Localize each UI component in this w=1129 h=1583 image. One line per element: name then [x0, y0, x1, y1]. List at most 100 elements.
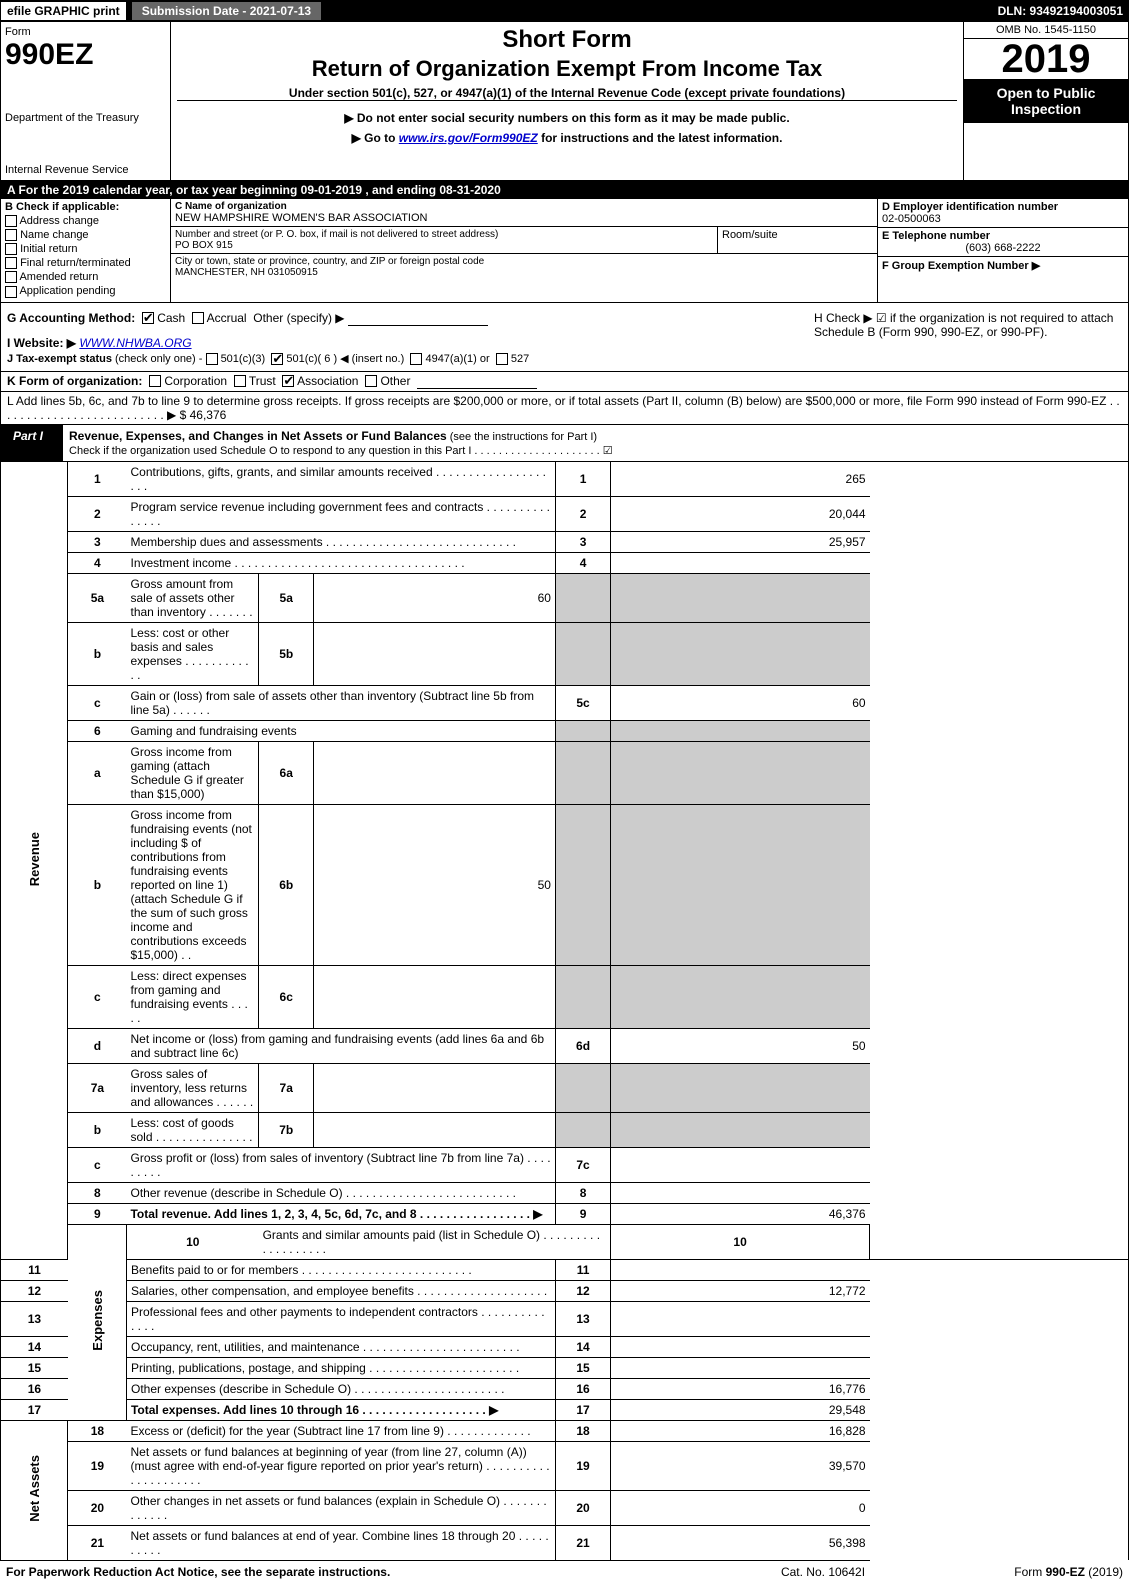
- table-row: 8 Other revenue (describe in Schedule O)…: [1, 1182, 1129, 1203]
- table-row: 11 Benefits paid to or for members . . .…: [1, 1259, 1129, 1280]
- d-ein-value: 02-0500063: [882, 213, 1124, 225]
- part1-sub: (see the instructions for Part I): [447, 431, 597, 443]
- line-7a-subamt: [314, 1063, 556, 1112]
- k-corp-checkbox[interactable]: [149, 375, 161, 387]
- expenses-vlabel: Expenses: [68, 1224, 127, 1420]
- part1-header: Part I Revenue, Expenses, and Changes in…: [0, 425, 1129, 462]
- table-row: 19 Net assets or fund balances at beginn…: [1, 1441, 1129, 1490]
- line-16-desc: Other expenses (describe in Schedule O) …: [126, 1378, 555, 1399]
- tax-year: 2019: [964, 39, 1128, 79]
- line-20-amt: 0: [611, 1490, 870, 1525]
- line-21-amt: 56,398: [611, 1525, 870, 1560]
- g-accrual-checkbox[interactable]: [192, 312, 204, 324]
- j-4947-checkbox[interactable]: [410, 353, 422, 365]
- form-number: 990EZ: [5, 38, 166, 72]
- l-gross-receipts: L Add lines 5b, 6c, and 7b to line 9 to …: [0, 392, 1129, 425]
- j-527-checkbox[interactable]: [496, 353, 508, 365]
- line-10-desc: Grants and similar amounts paid (list in…: [259, 1224, 611, 1259]
- revenue-vlabel: Revenue: [1, 462, 68, 1260]
- line-7c-amt: [611, 1147, 870, 1182]
- k-trust-checkbox[interactable]: [234, 375, 246, 387]
- table-row: 16 Other expenses (describe in Schedule …: [1, 1378, 1129, 1399]
- line-15-desc: Printing, publications, postage, and shi…: [126, 1357, 555, 1378]
- part1-table: Revenue 1 Contributions, gifts, grants, …: [0, 462, 1129, 1561]
- under-section-text: Under section 501(c), 527, or 4947(a)(1)…: [177, 86, 957, 101]
- g-cash-checkbox[interactable]: [142, 312, 154, 324]
- line-8-desc: Other revenue (describe in Schedule O) .…: [126, 1182, 555, 1203]
- b-name-change[interactable]: Name change: [5, 229, 166, 241]
- line-12-desc: Salaries, other compensation, and employ…: [126, 1280, 555, 1301]
- k-assoc-checkbox[interactable]: [282, 375, 294, 387]
- line-16-amt: 16,776: [611, 1378, 870, 1399]
- line-12-amt: 12,772: [611, 1280, 870, 1301]
- h-check: H Check ▶ ☑ if the organization is not r…: [808, 303, 1128, 371]
- table-row: 13 Professional fees and other payments …: [1, 1301, 1129, 1336]
- b-final-return[interactable]: Final return/terminated: [5, 257, 166, 269]
- line-6d-desc: Net income or (loss) from gaming and fun…: [126, 1028, 555, 1063]
- line-17-amt: 29,548: [611, 1399, 870, 1420]
- line-9-desc: Total revenue. Add lines 1, 2, 3, 4, 5c,…: [126, 1203, 555, 1224]
- goto-text: ▶ Go to www.irs.gov/Form990EZ for instru…: [177, 131, 957, 145]
- k-form-of-org: K Form of organization: Corporation Trus…: [0, 372, 1129, 392]
- line-14-amt: [611, 1336, 870, 1357]
- c-city-value: MANCHESTER, NH 031050915: [175, 267, 873, 278]
- part1-check: Check if the organization used Schedule …: [69, 445, 613, 457]
- line-21-desc: Net assets or fund balances at end of ye…: [126, 1525, 555, 1560]
- goto-post: for instructions and the latest informat…: [538, 131, 783, 145]
- short-form-title: Short Form: [177, 26, 957, 54]
- line-6a-desc: Gross income from gaming (attach Schedul…: [126, 741, 258, 804]
- c-label: C Name of organization: [175, 201, 873, 212]
- table-row: 20 Other changes in net assets or fund b…: [1, 1490, 1129, 1525]
- line-15-amt: [611, 1357, 870, 1378]
- line-10-amt: [870, 1224, 1129, 1259]
- website-link[interactable]: WWW.NHWBA.ORG: [79, 336, 191, 350]
- line-11-desc: Benefits paid to or for members . . . . …: [126, 1259, 555, 1280]
- efile-print-label[interactable]: efile GRAPHIC print: [0, 1, 127, 21]
- d-ein-label: D Employer identification number: [882, 201, 1124, 213]
- line-8-amt: [611, 1182, 870, 1203]
- form-word: Form: [5, 26, 166, 38]
- line-20-desc: Other changes in net assets or fund bala…: [126, 1490, 555, 1525]
- table-row: c Gross profit or (loss) from sales of i…: [1, 1147, 1129, 1182]
- j-501c-checkbox[interactable]: [271, 353, 283, 365]
- line-17-desc: Total expenses. Add lines 10 through 16 …: [126, 1399, 555, 1420]
- b-amended-return[interactable]: Amended return: [5, 271, 166, 283]
- line-2-desc: Program service revenue including govern…: [126, 496, 555, 531]
- form-ref: Form 990-EZ (2019): [923, 1565, 1123, 1579]
- table-row: 15 Printing, publications, postage, and …: [1, 1357, 1129, 1378]
- table-row: a Gross income from gaming (attach Sched…: [1, 741, 1129, 804]
- goto-link[interactable]: www.irs.gov/Form990EZ: [399, 131, 538, 145]
- line-5a-desc: Gross amount from sale of assets other t…: [126, 573, 258, 622]
- j-501c3-checkbox[interactable]: [206, 353, 218, 365]
- line-18-desc: Excess or (deficit) for the year (Subtra…: [126, 1420, 555, 1441]
- j-tax-exempt: J Tax-exempt status (check only one) - 5…: [7, 350, 802, 367]
- f-group-label: F Group Exemption Number ▶: [882, 259, 1124, 272]
- b-application-pending[interactable]: Application pending: [5, 285, 166, 297]
- table-row: 9 Total revenue. Add lines 1, 2, 3, 4, 5…: [1, 1203, 1129, 1224]
- c-city-label: City or town, state or province, country…: [175, 256, 873, 267]
- line-1-desc: Contributions, gifts, grants, and simila…: [126, 462, 555, 497]
- k-other-checkbox[interactable]: [365, 375, 377, 387]
- b-address-change[interactable]: Address change: [5, 215, 166, 227]
- form-header: Form 990EZ Department of the Treasury In…: [0, 22, 1129, 181]
- submission-date-label: Submission Date - 2021-07-13: [131, 1, 322, 21]
- paperwork-notice: For Paperwork Reduction Act Notice, see …: [6, 1565, 723, 1579]
- table-row: Revenue 1 Contributions, gifts, grants, …: [1, 462, 1129, 497]
- c-number-label: Number and street (or P. O. box, if mail…: [175, 229, 713, 240]
- line-11-amt: [611, 1259, 870, 1280]
- b-initial-return[interactable]: Initial return: [5, 243, 166, 255]
- line-7b-desc: Less: cost of goods sold . . . . . . . .…: [126, 1112, 258, 1147]
- bcd-block: B Check if applicable: Address change Na…: [0, 199, 1129, 303]
- table-row: b Gross income from fundraising events (…: [1, 804, 1129, 965]
- goto-pre: ▶ Go to: [352, 131, 399, 145]
- table-row: c Gain or (loss) from sale of assets oth…: [1, 685, 1129, 720]
- line-5c-amt: 60: [611, 685, 870, 720]
- catalog-number: Cat. No. 10642I: [723, 1565, 923, 1579]
- table-row: 3 Membership dues and assessments . . . …: [1, 531, 1129, 552]
- line-3-desc: Membership dues and assessments . . . . …: [126, 531, 555, 552]
- line-5b-subamt: [314, 622, 556, 685]
- table-row: d Net income or (loss) from gaming and f…: [1, 1028, 1129, 1063]
- line-6b-desc: Gross income from fundraising events (no…: [126, 804, 258, 965]
- table-row: b Less: cost of goods sold . . . . . . .…: [1, 1112, 1129, 1147]
- line-6d-amt: 50: [611, 1028, 870, 1063]
